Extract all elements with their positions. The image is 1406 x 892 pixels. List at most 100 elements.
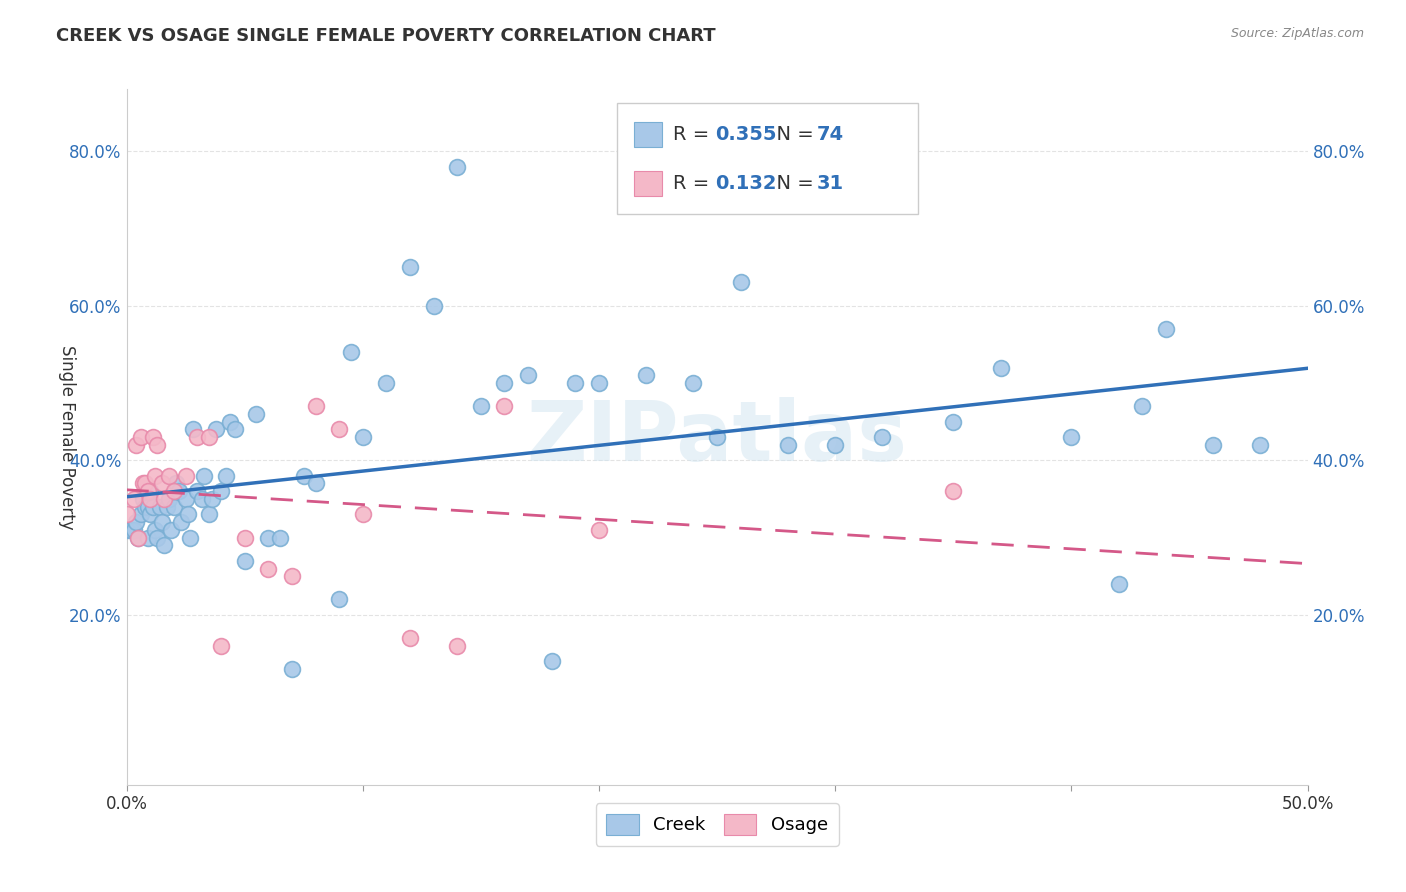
Point xyxy=(122,523,145,537)
Point xyxy=(136,531,159,545)
Point xyxy=(143,523,166,537)
Point xyxy=(422,299,444,313)
Point xyxy=(177,508,200,522)
Point xyxy=(186,484,208,499)
Point xyxy=(165,476,187,491)
Point xyxy=(990,360,1012,375)
Text: N =: N = xyxy=(765,174,820,193)
Point xyxy=(198,430,221,444)
Point xyxy=(209,639,232,653)
Point xyxy=(170,515,193,529)
Point xyxy=(149,500,172,514)
Point xyxy=(186,430,208,444)
Point xyxy=(776,438,799,452)
Text: Source: ZipAtlas.com: Source: ZipAtlas.com xyxy=(1230,27,1364,40)
Point xyxy=(257,561,280,575)
Text: 31: 31 xyxy=(817,174,844,193)
Point xyxy=(636,368,658,383)
Text: N =: N = xyxy=(765,125,820,144)
Point xyxy=(174,468,197,483)
Text: CREEK VS OSAGE SINGLE FEMALE POVERTY CORRELATION CHART: CREEK VS OSAGE SINGLE FEMALE POVERTY COR… xyxy=(56,27,716,45)
Point xyxy=(132,491,155,506)
Point xyxy=(540,654,562,668)
Point xyxy=(134,476,156,491)
Point xyxy=(470,399,492,413)
Point xyxy=(328,592,350,607)
Text: ZIPatlas: ZIPatlas xyxy=(527,397,907,477)
Point xyxy=(446,160,468,174)
Point xyxy=(139,484,162,499)
Point xyxy=(150,476,173,491)
Text: R =: R = xyxy=(673,174,721,193)
Point xyxy=(352,508,374,522)
Point xyxy=(136,500,159,514)
Point xyxy=(588,523,610,537)
Point xyxy=(292,468,315,483)
Point xyxy=(1130,399,1153,413)
Point xyxy=(942,415,965,429)
Text: R =: R = xyxy=(673,125,716,144)
Point xyxy=(127,531,149,545)
Point xyxy=(141,500,163,514)
Point xyxy=(156,500,179,514)
Point xyxy=(209,484,232,499)
Legend: Creek, Osage: Creek, Osage xyxy=(596,803,838,846)
Point xyxy=(494,399,516,413)
Point xyxy=(706,430,728,444)
Y-axis label: Single Female Poverty: Single Female Poverty xyxy=(58,345,76,529)
Point xyxy=(446,639,468,653)
Point xyxy=(193,468,215,483)
Point xyxy=(127,531,149,545)
Point xyxy=(136,484,159,499)
Point xyxy=(1249,438,1271,452)
Point xyxy=(153,538,176,552)
Point xyxy=(146,531,169,545)
Point xyxy=(205,422,228,436)
Point xyxy=(269,531,291,545)
Point xyxy=(257,531,280,545)
Point xyxy=(191,491,214,506)
Point xyxy=(125,515,148,529)
Point xyxy=(564,376,586,390)
Point xyxy=(143,468,166,483)
Point xyxy=(132,476,155,491)
Point xyxy=(200,491,222,506)
Point xyxy=(1060,430,1083,444)
Point xyxy=(304,399,326,413)
Point xyxy=(120,523,142,537)
Point xyxy=(179,531,201,545)
Point xyxy=(129,430,152,444)
Point xyxy=(352,430,374,444)
Point xyxy=(328,422,350,436)
Point xyxy=(157,468,180,483)
Point xyxy=(824,438,846,452)
Point xyxy=(157,491,180,506)
Point xyxy=(1154,322,1177,336)
Point xyxy=(245,407,267,421)
Point xyxy=(399,260,422,274)
Point xyxy=(198,508,221,522)
Point xyxy=(139,508,162,522)
Point xyxy=(141,430,163,444)
Point xyxy=(150,515,173,529)
Point xyxy=(134,500,156,514)
Point xyxy=(160,523,183,537)
Point xyxy=(146,438,169,452)
Point xyxy=(139,491,162,506)
Point xyxy=(233,554,256,568)
Text: 0.355: 0.355 xyxy=(716,125,776,144)
Point xyxy=(122,491,145,506)
Point xyxy=(163,500,186,514)
Point xyxy=(281,662,304,676)
Point xyxy=(281,569,304,583)
Point xyxy=(588,376,610,390)
Text: 0.132: 0.132 xyxy=(716,174,776,193)
Point xyxy=(872,430,894,444)
Point xyxy=(115,508,138,522)
Point xyxy=(224,422,246,436)
Point xyxy=(233,531,256,545)
Point xyxy=(730,276,752,290)
Point xyxy=(163,484,186,499)
Point xyxy=(494,376,516,390)
Point xyxy=(125,438,148,452)
